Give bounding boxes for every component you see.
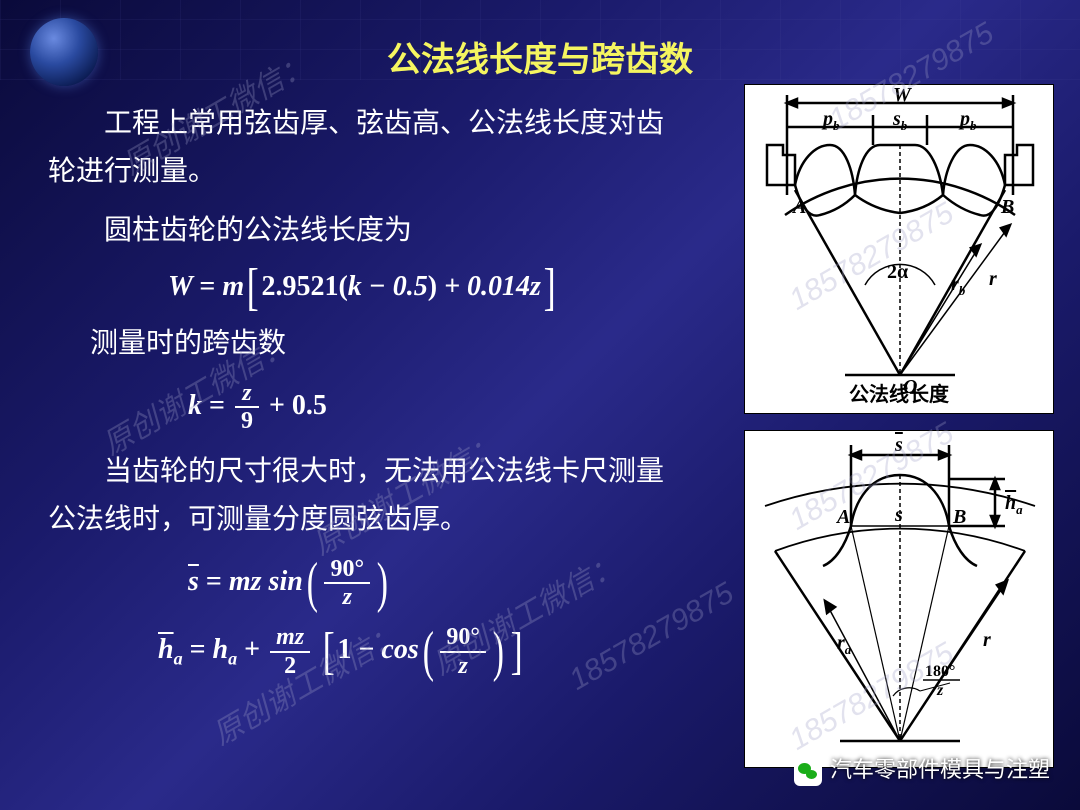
content-area: 工程上常用弦齿厚、弦齿高、公法线长度对齿轮进行测量。 圆柱齿轮的公法线长度为 W… [48,100,688,693]
svg-text:B: B [1000,196,1014,218]
svg-text:2α: 2α [887,261,908,283]
svg-text:r: r [983,629,991,651]
figure-2: s A s B ha ra r 180° z [744,430,1054,768]
wechat-icon [794,758,822,786]
figure-1-svg: W pb sb pb A B 2α rb r O [745,85,1055,415]
figure-1: W pb sb pb A B 2α rb r O 公法线长度 [744,84,1054,414]
svg-text:s: s [894,434,903,456]
formula-w: W = m[2.9521(k − 0.5) + 0.014z] [48,267,688,306]
paragraph-1: 工程上常用弦齿厚、弦齿高、公法线长度对齿轮进行测量。 [48,100,688,195]
svg-text:W: W [893,85,912,106]
paragraph-4: 当齿轮的尺寸很大时，无法用公法线卡尺测量公法线时，可测量分度圆弦齿厚。 [48,448,688,543]
svg-text:B: B [952,506,966,528]
figure-2-svg: s A s B ha ra r 180° z [745,431,1055,769]
svg-text:pb: pb [958,108,977,133]
svg-text:A: A [791,196,806,218]
svg-text:pb: pb [821,108,840,133]
formula-s: s = mz sin(90°z) [48,556,688,611]
footer-attribution: 汽车零部件模具与注塑 [794,752,1050,786]
svg-text:s: s [894,504,903,526]
svg-text:ra: ra [837,632,852,657]
paragraph-2: 圆柱齿轮的公法线长度为 [48,207,688,255]
formula-ha: ha = ha + mz2 [1 − cos(90°z)] [48,624,688,679]
svg-text:ha: ha [1005,492,1023,517]
svg-text:180°: 180° [925,663,955,680]
paragraph-3: 测量时的跨齿数 [48,320,688,368]
figure-1-caption: 公法线长度 [745,378,1053,407]
slide-title: 公法线长度与跨齿数 [0,32,1080,81]
svg-text:A: A [835,506,850,528]
svg-text:r: r [989,268,997,290]
svg-text:sb: sb [892,108,908,133]
svg-text:rb: rb [951,273,966,298]
svg-text:z: z [936,682,944,699]
formula-k: k = z9 + 0.5 [48,380,688,435]
